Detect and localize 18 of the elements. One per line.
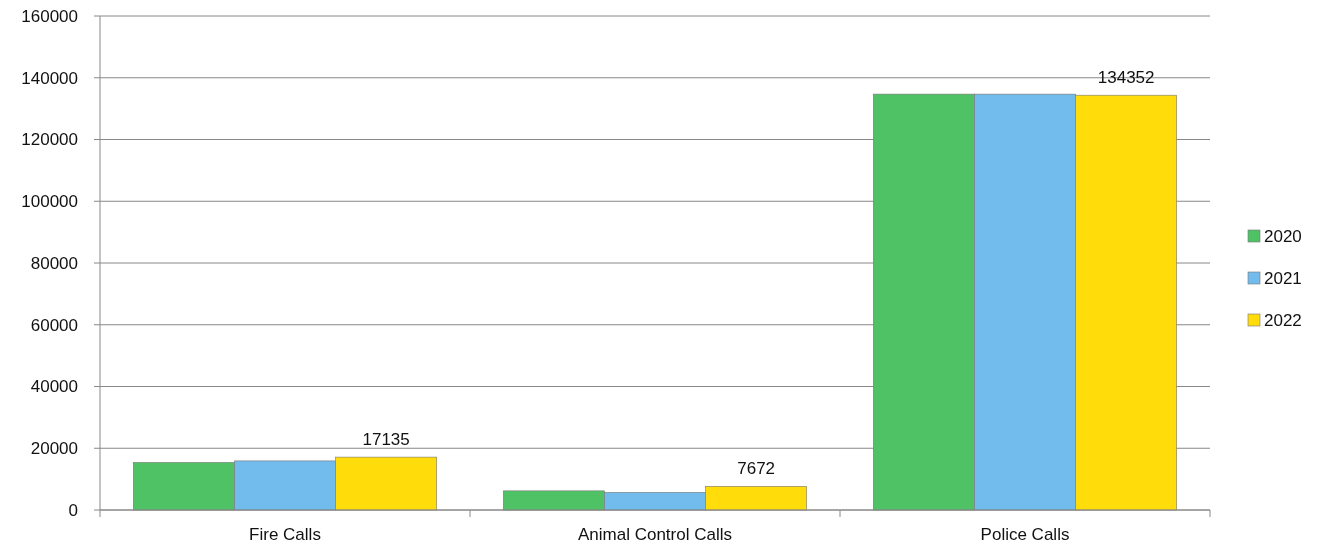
y-tick-label: 160000 (21, 6, 78, 26)
y-tick-label: 140000 (21, 68, 78, 88)
x-tick-label: Animal Control Calls (578, 525, 732, 544)
data-label: 17135 (362, 430, 410, 450)
y-tick-label: 40000 (30, 377, 78, 397)
y-tick-label: 20000 (30, 439, 78, 459)
y-tick-label: 0 (68, 500, 78, 520)
y-tick-label: 120000 (21, 130, 78, 150)
data-label: 7672 (737, 459, 776, 479)
x-tick-label: Police Calls (980, 525, 1070, 544)
data-label: 134352 (1097, 68, 1155, 88)
y-tick-label: 100000 (21, 192, 78, 212)
x-tick-label: Fire Calls (249, 525, 321, 544)
y-tick-label: 60000 (30, 315, 78, 335)
legend-label: 2021 (1264, 268, 1302, 288)
legend-label: 2020 (1264, 226, 1302, 246)
legend-label: 2022 (1264, 310, 1302, 330)
y-tick-label: 80000 (30, 253, 78, 273)
